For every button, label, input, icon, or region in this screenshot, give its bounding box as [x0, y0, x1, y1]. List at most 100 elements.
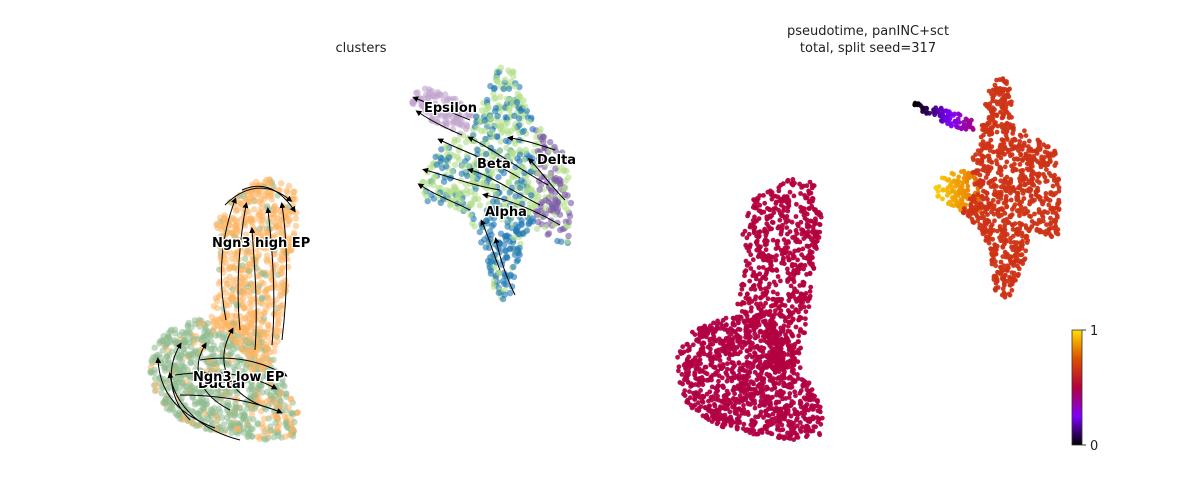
pseudotime-point [676, 368, 681, 374]
cluster-point [472, 165, 479, 172]
pseudotime-point [695, 376, 701, 382]
cluster-point [215, 293, 223, 300]
pseudotime-point [740, 232, 746, 237]
pseudotime-point [788, 283, 794, 289]
cluster-point [233, 221, 240, 228]
pseudotime-point [756, 265, 762, 270]
pseudotime-point [785, 328, 791, 334]
pseudotime-point [743, 428, 749, 434]
velocity-stream-line [249, 227, 257, 351]
pseudotime-point [789, 376, 794, 381]
cluster-point [227, 423, 234, 430]
cluster-point [243, 244, 250, 252]
pseudotime-point [759, 313, 765, 319]
pseudotime-point [935, 189, 941, 195]
pseudotime-point [745, 400, 751, 406]
pseudotime-point [775, 274, 781, 279]
pseudotime-point [753, 389, 758, 394]
pseudotime-point [746, 231, 752, 237]
pseudotime-point [775, 225, 781, 231]
cluster-point [245, 267, 252, 275]
pseudotime-point [768, 192, 774, 197]
pseudotime-point [813, 234, 819, 240]
pseudotime-point [762, 425, 768, 431]
pseudotime-point [785, 323, 791, 329]
cluster-point [471, 190, 478, 198]
pseudotime-point [687, 362, 693, 368]
pseudotime-point [785, 408, 791, 413]
pseudotime-point [768, 395, 774, 401]
cluster-point [534, 148, 541, 155]
pseudotime-point [959, 189, 965, 195]
cluster-point [494, 77, 501, 85]
cluster-point [250, 416, 257, 423]
pseudotime-point [800, 424, 805, 430]
pseudotime-point [723, 370, 729, 375]
pseudotime-point [804, 224, 810, 230]
pseudotime-point [951, 171, 956, 177]
cluster-point [230, 264, 238, 272]
pseudotime-point [679, 372, 685, 377]
pseudotime-point [685, 348, 691, 354]
pseudotime-point [1021, 257, 1027, 263]
cluster-point [210, 303, 217, 310]
cluster-point [487, 267, 495, 274]
pseudotime-point [714, 321, 720, 327]
pseudotime-point [783, 365, 789, 370]
pseudotime-point [745, 213, 750, 219]
cluster-point [483, 150, 490, 158]
cluster-point [254, 273, 261, 280]
pseudotime-point [728, 326, 734, 331]
pseudotime-point [696, 339, 701, 344]
pseudotime-point [729, 417, 734, 423]
pseudotime-point [724, 388, 730, 394]
pseudotime-point [938, 118, 944, 123]
pseudotime-point [803, 428, 808, 434]
cluster-point [218, 414, 226, 421]
velocity-streams [155, 96, 566, 441]
cluster-point [287, 246, 295, 253]
cluster-point [418, 102, 425, 109]
pseudotime-point [776, 381, 782, 386]
pseudotime-point [786, 203, 792, 209]
cluster-point [525, 184, 532, 191]
cluster-point [512, 193, 519, 200]
cluster-point [410, 100, 417, 108]
pseudotime-point [810, 428, 816, 434]
pseudotime-point [970, 125, 975, 131]
cluster-point [545, 230, 553, 237]
pseudotime-point [1048, 221, 1053, 227]
pseudotime-point [771, 332, 776, 338]
pseudotime-point [1004, 159, 1010, 165]
pseudotime-point [797, 365, 803, 371]
pseudotime-point [762, 200, 768, 206]
cluster-point [290, 232, 298, 239]
cluster-point [292, 196, 299, 203]
pseudotime-point [793, 228, 799, 233]
pseudotime-point [797, 181, 802, 187]
pseudotime-point [1044, 167, 1049, 173]
cluster-point [469, 174, 477, 181]
cluster-point [253, 298, 260, 306]
cluster-point [274, 215, 281, 222]
pseudotime-point [1022, 128, 1027, 134]
pseudotime-point [1027, 213, 1033, 219]
cluster-point [496, 156, 503, 163]
cluster-point [232, 400, 239, 407]
cluster-point [493, 133, 501, 140]
pseudotime-point [796, 411, 802, 417]
pseudotime-point [726, 348, 732, 354]
pseudotime-point [1055, 227, 1061, 232]
cluster-point [286, 431, 294, 439]
cluster-point [234, 425, 242, 432]
cluster-point [216, 346, 223, 353]
cluster-point [265, 302, 273, 310]
cluster-point [232, 407, 239, 415]
pseudotime-point [773, 201, 779, 207]
pseudotime-point [751, 428, 757, 433]
pseudotime-point [785, 352, 791, 357]
cluster-point [242, 231, 250, 238]
cluster-point [248, 297, 255, 304]
cluster-point [268, 284, 276, 291]
cluster-point [207, 332, 214, 340]
